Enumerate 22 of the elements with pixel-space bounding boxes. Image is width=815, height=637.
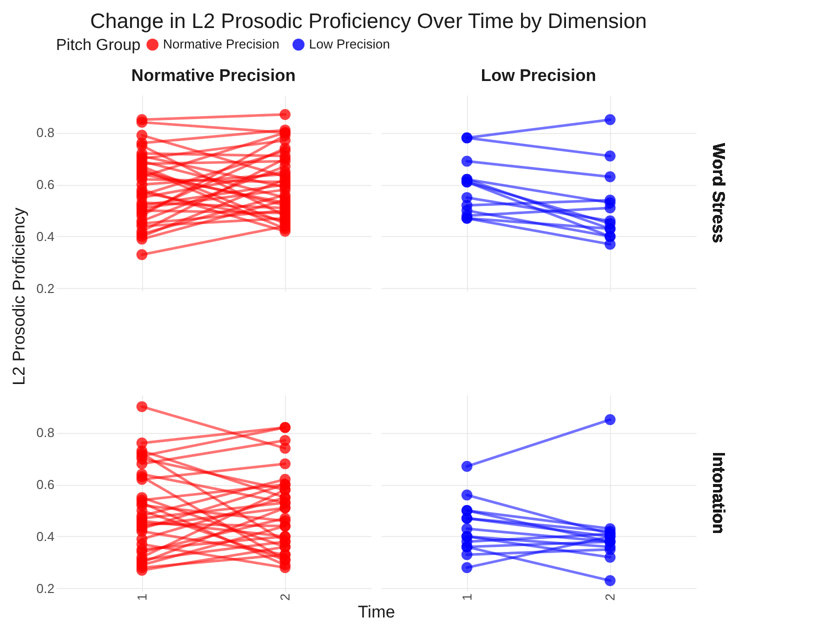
y-tick-label: 0.6 <box>36 177 54 192</box>
x-tick-label: 1 <box>134 594 150 601</box>
y2-axis-title: Word Stress <box>709 143 728 243</box>
y-tick-label: 0.2 <box>36 580 54 596</box>
legend-title: Pitch Group <box>56 37 141 54</box>
y-tick-label: 0.4 <box>36 528 54 544</box>
y-tick-label: 0.6 <box>36 477 54 492</box>
x-tick-label: 2 <box>278 594 293 601</box>
y-tick-label: 0.2 <box>36 280 54 296</box>
y-axis-title: L2 Prosodic Proficiency <box>9 207 28 386</box>
chart-title: Low Precision <box>480 66 596 85</box>
legend-label: Normative Precision <box>163 36 280 52</box>
x-tick-label: 1 <box>459 594 474 601</box>
x-tick-label: 2 <box>602 594 618 601</box>
y2-axis-title: Intonation <box>709 452 728 534</box>
legend-label: Low Precision <box>309 36 390 52</box>
y-tick-label: 0.8 <box>36 125 54 140</box>
y-tick-label: 0.4 <box>36 228 54 244</box>
y-tick-label: 0.8 <box>36 425 54 440</box>
text: Change in L2 Prosodic Proficiency Over Time by Dimension <box>90 10 647 33</box>
x-axis-title: Time <box>358 602 396 622</box>
chart-title: Normative Precision <box>131 66 296 85</box>
